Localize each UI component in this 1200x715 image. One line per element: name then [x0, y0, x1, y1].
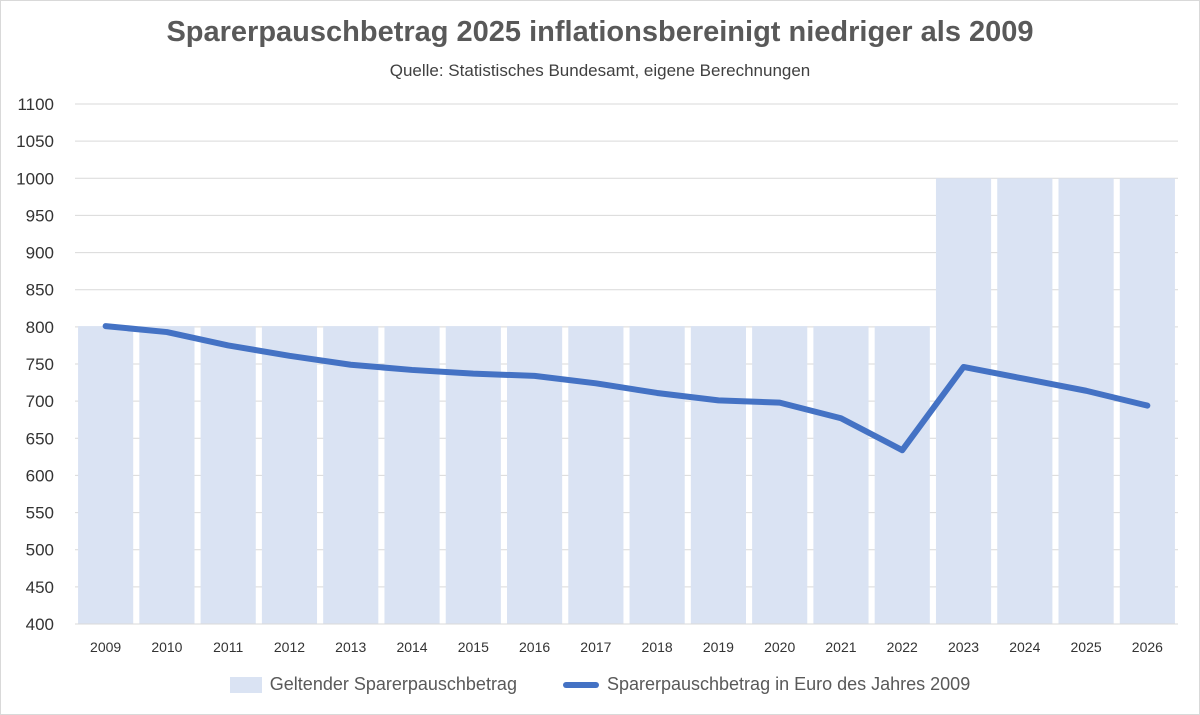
y-tick-label: 1100 [17, 95, 54, 114]
y-tick-label: 550 [26, 504, 54, 523]
line-point [963, 366, 965, 368]
x-tick-label: 2009 [90, 639, 121, 655]
legend-item-line: Sparerpauschbetrag in Euro des Jahres 20… [562, 674, 971, 695]
line-point [717, 399, 719, 401]
y-tick-label: 400 [26, 615, 54, 634]
line-series [102, 323, 1151, 454]
x-tick-label: 2019 [703, 639, 734, 655]
bar [78, 326, 134, 624]
bar [139, 326, 195, 624]
bar [752, 326, 808, 624]
x-tick-label: 2010 [151, 639, 182, 655]
line-point [227, 344, 229, 346]
x-tick-label: 2018 [642, 639, 673, 655]
line-point [1085, 390, 1087, 392]
legend-label-bars: Geltender Sparerpauschbetrag [269, 674, 517, 694]
bar [935, 178, 992, 625]
y-tick-label: 600 [26, 466, 54, 485]
x-tick-label: 2023 [948, 639, 979, 655]
line-point [166, 331, 168, 333]
bar [813, 326, 869, 624]
line-point [595, 382, 597, 384]
line-point [840, 417, 842, 419]
x-tick-label: 2011 [213, 639, 243, 655]
y-tick-label: 450 [26, 578, 54, 597]
line-point [901, 449, 903, 451]
line-point [288, 355, 290, 357]
y-tick-label: 650 [26, 429, 54, 448]
chart-subtitle: Quelle: Statistisches Bundesamt, eigene … [389, 61, 811, 80]
x-tick-label: 2013 [335, 639, 366, 655]
legend-swatch-bars [229, 676, 262, 693]
bar [507, 326, 563, 624]
y-tick-label: 1000 [16, 169, 54, 188]
line-point [656, 392, 658, 394]
line-point [1146, 405, 1148, 407]
y-tick-label: 750 [26, 355, 54, 374]
line-point [105, 325, 107, 327]
x-tick-label: 2020 [764, 639, 795, 655]
series-line [102, 323, 1151, 454]
line-point [1024, 378, 1026, 380]
y-tick-label: 950 [26, 206, 54, 225]
x-tick-label: 2022 [887, 639, 918, 655]
y-tick-label: 850 [26, 281, 54, 300]
chart-title: Sparerpauschbetrag 2025 inflationsberein… [166, 16, 1034, 48]
bar [384, 326, 440, 624]
line-point [350, 364, 352, 366]
legend: Geltender Sparerpauschbetrag Sparerpausc… [0, 674, 1200, 695]
x-tick-label: 2014 [396, 639, 427, 655]
y-tick-label: 900 [26, 244, 54, 263]
bar [1058, 178, 1114, 625]
y-axis-labels: 400 450 500 550 600 650 700 750 800 850 900 950 1000… [16, 95, 54, 634]
bar [629, 326, 685, 624]
x-tick-label: 2016 [519, 639, 550, 655]
x-tick-label: 2012 [274, 639, 305, 655]
bar [568, 326, 624, 624]
legend-item-bars: Geltender Sparerpauschbetrag [229, 674, 517, 695]
y-tick-label: 700 [26, 392, 54, 411]
bar [200, 326, 256, 624]
x-axis-labels: 2009 2010 2011 2012 2013 2014 2015 2016 2017 2018… [90, 639, 1163, 655]
bar [874, 326, 930, 624]
line-point [411, 369, 413, 371]
bar [261, 326, 318, 624]
line-point [534, 375, 536, 377]
legend-label-line: Sparerpauschbetrag in Euro des Jahres 20… [606, 674, 971, 694]
line-point [779, 402, 781, 404]
gridlines [75, 103, 1178, 588]
x-tick-label: 2015 [458, 639, 489, 655]
x-tick-label: 2026 [1132, 639, 1163, 655]
bar [690, 326, 746, 624]
y-tick-label: 500 [26, 541, 54, 560]
x-tick-label: 2025 [1071, 639, 1102, 655]
x-tick-label: 2024 [1009, 639, 1040, 655]
bar [323, 326, 379, 624]
legend-swatch-line [562, 681, 599, 688]
bar [997, 178, 1053, 625]
x-tick-label: 2017 [580, 639, 611, 655]
x-tick-label: 2021 [825, 639, 856, 655]
y-tick-label: 1050 [16, 132, 54, 151]
y-tick-label: 800 [26, 318, 54, 337]
line-point [472, 373, 474, 375]
